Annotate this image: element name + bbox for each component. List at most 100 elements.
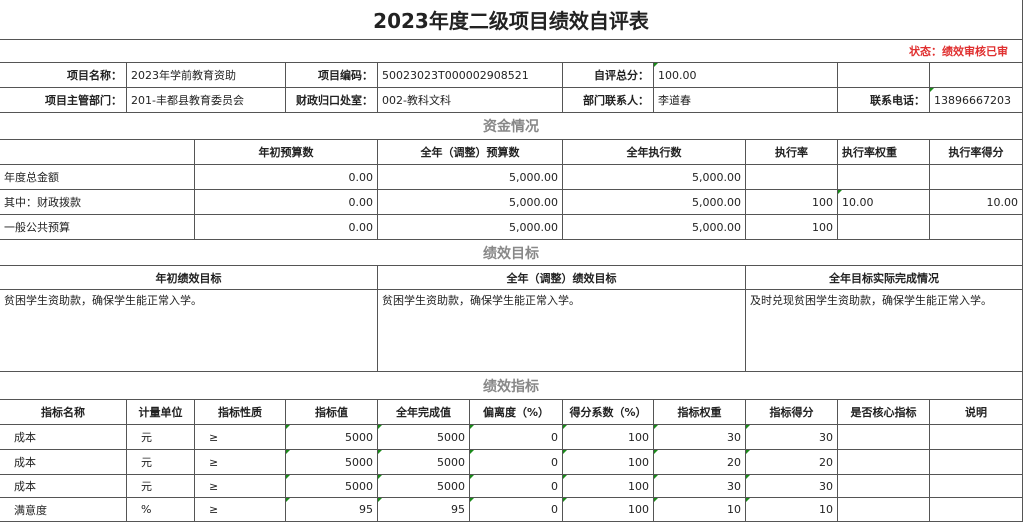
indicator-cell xyxy=(930,475,1023,498)
page-title: 2023年度二级项目绩效自评表 xyxy=(0,0,1023,40)
indicator-cell xyxy=(838,450,930,475)
info-cell: 自评总分： xyxy=(563,63,654,88)
funds-header: 执行率得分 xyxy=(930,140,1023,165)
indicator-cell xyxy=(930,450,1023,475)
indicator-cell: 5000 xyxy=(378,475,470,498)
indicator-cell: 5000 xyxy=(286,425,378,450)
indicator-cell: 元 xyxy=(127,475,195,498)
indicator-cell xyxy=(930,498,1023,522)
info-cell xyxy=(838,63,930,88)
info-cell[interactable]: 13896667203 xyxy=(930,88,1023,113)
info-cell[interactable]: 100.00 xyxy=(654,63,838,88)
goal-text: 贫困学生资助款，确保学生能正常入学。 xyxy=(0,290,378,372)
indicator-cell: 成本 xyxy=(0,475,127,498)
info-cell[interactable]: 2023年学前教育资助 xyxy=(127,63,286,88)
info-cell[interactable]: 201-丰都县教育委员会 xyxy=(127,88,286,113)
funds-cell: 5,000.00 xyxy=(563,215,746,240)
funds-header xyxy=(0,140,195,165)
funds-cell xyxy=(930,165,1023,190)
indicator-header: 是否核心指标 xyxy=(838,400,930,425)
indicator-cell: 0 xyxy=(470,475,563,498)
funds-header: 全年执行数 xyxy=(563,140,746,165)
indicator-cell: ≥ xyxy=(195,450,286,475)
info-cell: 财政归口处室： xyxy=(286,88,378,113)
funds-header: 执行率 xyxy=(746,140,838,165)
indicator-cell: 30 xyxy=(654,425,746,450)
indicator-cell: ≥ xyxy=(195,498,286,522)
info-cell: 项目编码： xyxy=(286,63,378,88)
goals-header: 全年目标实际完成情况 xyxy=(746,266,1023,290)
funds-cell: 5,000.00 xyxy=(378,215,563,240)
indicator-header: 得分系数（%） xyxy=(563,400,654,425)
indicator-cell: ≥ xyxy=(195,425,286,450)
funds-cell: 年度总金额 xyxy=(0,165,195,190)
goals-header: 年初绩效目标 xyxy=(0,266,378,290)
indicator-cell xyxy=(838,475,930,498)
indicator-cell: 5000 xyxy=(286,450,378,475)
indicator-cell: 100 xyxy=(563,450,654,475)
indicator-cell: 20 xyxy=(746,450,838,475)
indicator-cell: 20 xyxy=(654,450,746,475)
status-label: 状态：绩效审核已审 xyxy=(0,40,1023,63)
indicator-header: 偏离度（%） xyxy=(470,400,563,425)
indicator-header: 指标值 xyxy=(286,400,378,425)
funds-cell: 10.00 xyxy=(838,190,930,215)
indicator-cell: 100 xyxy=(563,498,654,522)
indicator-cell: 5000 xyxy=(378,425,470,450)
info-cell[interactable]: 50023023T000002908521 xyxy=(378,63,563,88)
indicator-cell: 元 xyxy=(127,425,195,450)
indicator-cell: 95 xyxy=(378,498,470,522)
info-cell[interactable]: 002-教科文科 xyxy=(378,88,563,113)
indicator-cell: 10 xyxy=(654,498,746,522)
info-cell: 项目名称： xyxy=(0,63,127,88)
indicator-header: 计量单位 xyxy=(127,400,195,425)
goal-text: 贫困学生资助款，确保学生能正常入学。 xyxy=(378,290,746,372)
indicator-cell: ≥ xyxy=(195,475,286,498)
funds-cell: 5,000.00 xyxy=(563,190,746,215)
info-cell: 联系电话： xyxy=(838,88,930,113)
indicator-header: 说明 xyxy=(930,400,1023,425)
indicator-cell: 满意度 xyxy=(0,498,127,522)
funds-cell: 100 xyxy=(746,190,838,215)
funds-cell: 0.00 xyxy=(195,215,378,240)
indicator-cell: 30 xyxy=(654,475,746,498)
funds-cell: 一般公共预算 xyxy=(0,215,195,240)
indicator-cell: 0 xyxy=(470,450,563,475)
info-cell[interactable]: 李道春 xyxy=(654,88,838,113)
goals-header: 全年（调整）绩效目标 xyxy=(378,266,746,290)
indicator-cell: 成本 xyxy=(0,450,127,475)
funds-cell xyxy=(838,165,930,190)
indicator-cell: 30 xyxy=(746,425,838,450)
funds-header: 年初预算数 xyxy=(195,140,378,165)
section-funds: 资金情况 xyxy=(0,113,1023,140)
info-cell xyxy=(930,63,1023,88)
funds-cell: 100 xyxy=(746,215,838,240)
indicator-cell: 5000 xyxy=(378,450,470,475)
info-cell: 部门联系人： xyxy=(563,88,654,113)
indicator-header: 指标得分 xyxy=(746,400,838,425)
funds-cell xyxy=(930,215,1023,240)
indicator-header: 指标名称 xyxy=(0,400,127,425)
indicator-cell: 0 xyxy=(470,498,563,522)
funds-cell: 0.00 xyxy=(195,190,378,215)
funds-cell: 10.00 xyxy=(930,190,1023,215)
indicator-cell: 100 xyxy=(563,425,654,450)
indicator-cell: 5000 xyxy=(286,475,378,498)
indicator-cell: 成本 xyxy=(0,425,127,450)
indicator-cell: 95 xyxy=(286,498,378,522)
indicator-cell xyxy=(838,425,930,450)
funds-header: 全年（调整）预算数 xyxy=(378,140,563,165)
funds-cell: 0.00 xyxy=(195,165,378,190)
funds-cell: 5,000.00 xyxy=(378,165,563,190)
indicator-cell: 0 xyxy=(470,425,563,450)
indicator-cell: 30 xyxy=(746,475,838,498)
funds-cell xyxy=(838,215,930,240)
info-cell: 项目主管部门： xyxy=(0,88,127,113)
goal-text: 及时兑现贫困学生资助款，确保学生能正常入学。 xyxy=(746,290,1023,372)
indicator-header: 指标权重 xyxy=(654,400,746,425)
funds-cell: 5,000.00 xyxy=(378,190,563,215)
funds-header: 执行率权重 xyxy=(838,140,930,165)
indicator-cell xyxy=(838,498,930,522)
section-goals: 绩效目标 xyxy=(0,240,1023,266)
